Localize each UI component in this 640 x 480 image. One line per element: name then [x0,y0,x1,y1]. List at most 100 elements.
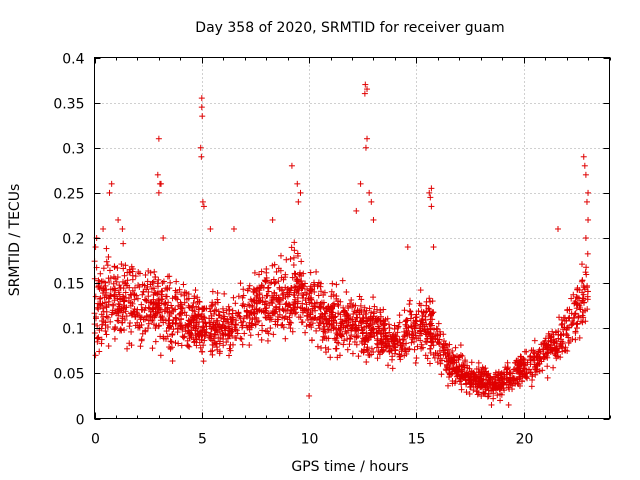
data-point [369,326,376,333]
data-point [221,315,228,322]
data-point [434,350,441,357]
data-point [104,324,111,331]
data-point [579,295,586,302]
data-point [109,307,116,314]
data-point [364,344,371,351]
data-point [509,386,516,393]
data-point [267,325,274,332]
data-point [207,225,214,232]
data-point [410,319,417,326]
data-point [357,180,364,187]
data-point [101,299,108,306]
data-point [580,282,587,289]
data-point [546,332,553,339]
data-point [366,189,373,196]
data-point [98,340,105,347]
data-point [340,304,347,311]
data-point [211,307,218,314]
y-tick-label: 0.15 [53,277,84,293]
data-point [132,273,139,280]
data-point [103,313,110,320]
data-point [110,302,117,309]
data-point [210,335,217,342]
x-axis-label: GPS time / hours [291,459,408,475]
data-point [121,316,128,323]
data-point [299,281,306,288]
data-point [428,203,435,210]
data-point [102,328,109,335]
data-point [131,291,138,298]
data-point [569,336,576,343]
data-point [253,314,260,321]
data-point [408,339,415,346]
data-point [94,338,101,345]
data-point [131,284,138,291]
data-point [122,294,129,301]
data-point [370,308,377,315]
data-point [580,291,587,298]
data-point [145,288,152,295]
data-point [306,290,313,297]
data-point [568,295,575,302]
data-point [99,305,106,312]
data-point [479,364,486,371]
data-point [298,272,305,279]
data-point [463,371,470,378]
x-tick-label: 10 [301,432,319,448]
data-point [150,321,157,328]
data-point [574,301,581,308]
data-point [494,392,501,399]
data-point [536,368,543,375]
data-point [193,336,200,343]
data-point [165,299,172,306]
data-point [384,335,391,342]
data-point [97,300,104,307]
data-point [147,269,154,276]
data-point [273,268,280,275]
data-point [225,303,232,310]
data-point [438,371,445,378]
data-point [223,307,230,314]
data-point [207,348,214,355]
data-point [164,284,171,291]
data-point [356,307,363,314]
data-point [168,344,175,351]
data-point [198,348,205,355]
data-point [549,342,556,349]
data-point [521,357,528,364]
data-point [479,381,486,388]
data-point [482,365,489,372]
data-point [564,332,571,339]
data-point [573,305,580,312]
data-point [136,324,143,331]
data-point [294,294,301,301]
data-point [200,358,207,365]
data-point [112,323,119,330]
data-point [295,287,302,294]
data-point [275,278,282,285]
data-point [199,113,206,120]
data-point [288,162,295,169]
data-point [403,340,410,347]
data-point [357,302,364,309]
y-axis-label: SRMTID / TECUs [7,184,23,297]
data-point [138,336,145,343]
data-point [385,338,392,345]
data-point [106,279,113,286]
data-point [488,401,495,408]
data-point [208,312,215,319]
data-point [181,292,188,299]
data-point [200,203,207,210]
data-point [429,298,436,305]
data-points [91,81,592,408]
data-point [442,340,449,347]
data-point [518,359,525,366]
data-point [320,326,327,333]
data-point [294,180,301,187]
data-point [254,318,261,325]
data-point [152,274,159,281]
data-point [422,316,429,323]
data-point [355,353,362,360]
data-point [165,320,172,327]
data-point [475,359,482,366]
